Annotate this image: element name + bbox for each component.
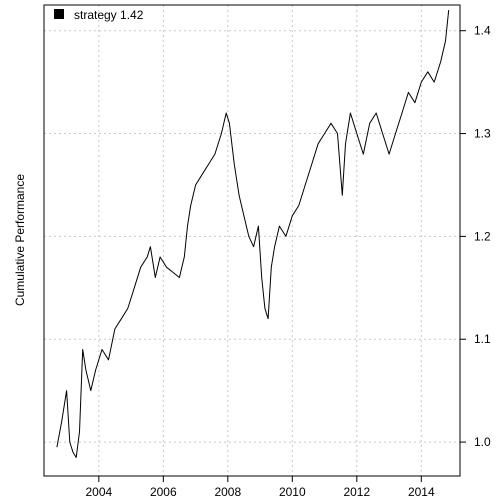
- x-axis: 2004 2006 2008 2010 2012 2014: [85, 476, 435, 499]
- legend: strategy 1.42: [54, 8, 144, 22]
- x-tick-label: 2006: [150, 485, 177, 499]
- series-line: [56, 10, 450, 458]
- plot-frame: [43, 4, 461, 477]
- series-layer: [56, 10, 450, 458]
- y-tick-label: 1.2: [474, 229, 491, 243]
- x-tick-label: 2014: [408, 485, 435, 499]
- y-tick-label: 1.3: [474, 127, 491, 141]
- y-tick-label: 1.4: [474, 24, 491, 38]
- legend-swatch-icon: [54, 9, 64, 19]
- y-axis: 1.0 1.1 1.2 1.3 1.4: [460, 24, 491, 449]
- x-tick-label: 2010: [279, 485, 306, 499]
- legend-label: strategy 1.42: [74, 8, 144, 22]
- x-tick-label: 2004: [85, 485, 112, 499]
- y-axis-title: Cumulative Performance: [13, 174, 27, 306]
- y-tick-label: 1.1: [474, 332, 491, 346]
- gridlines: [44, 5, 460, 476]
- y-tick-label: 1.0: [474, 435, 491, 449]
- x-tick-label: 2008: [214, 485, 241, 499]
- x-tick-label: 2012: [343, 485, 370, 499]
